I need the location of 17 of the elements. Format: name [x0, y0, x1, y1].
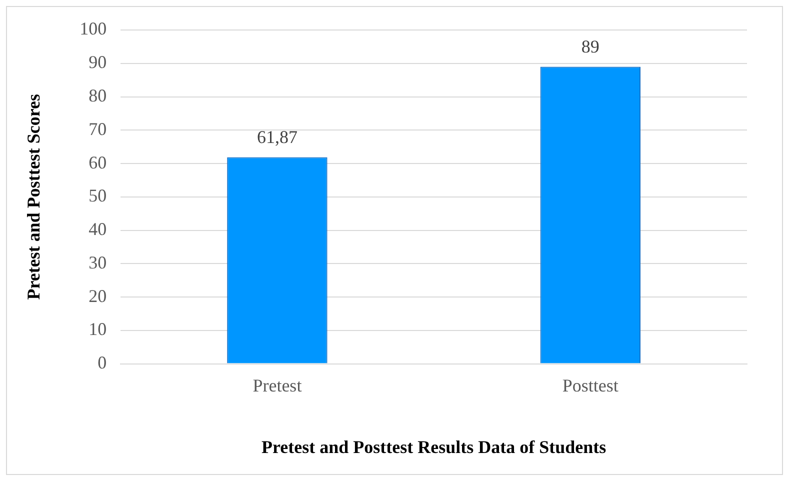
data-label: 61,87 — [256, 127, 298, 148]
y-tick-label: 80 — [88, 85, 107, 106]
y-tick-label: 20 — [88, 286, 107, 306]
y-axis-title: Pretest and Posttest Scores — [23, 94, 44, 300]
y-tick-label: 60 — [88, 152, 107, 172]
y-tick-label: 0 — [98, 352, 107, 373]
x-tick-label: Posttest — [562, 375, 618, 396]
data-label: 89 — [581, 36, 600, 56]
y-tick-label: 70 — [88, 118, 107, 139]
y-tick-label: 50 — [88, 186, 107, 206]
y-tick-label: 100 — [80, 18, 107, 39]
y-tick-label: 10 — [88, 319, 107, 340]
y-tick-label: 90 — [88, 52, 107, 72]
x-tick-label: Pretest — [252, 375, 302, 396]
y-tick-label: 40 — [88, 219, 107, 240]
y-tick-label: 30 — [88, 252, 107, 272]
x-axis-title: Pretest and Posttest Results Data of Students — [261, 436, 606, 457]
